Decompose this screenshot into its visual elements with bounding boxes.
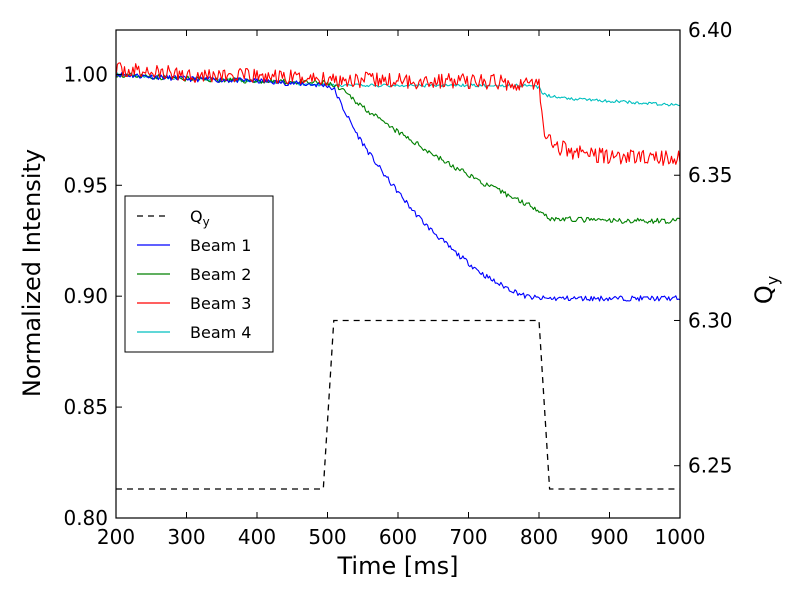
y2-axis-label-sub: y (763, 276, 782, 285)
y2-tick-label: 6.25 (688, 454, 733, 478)
x-tick-label: 700 (449, 525, 487, 549)
x-tick-label: 200 (97, 525, 135, 549)
series-beam-3-line (116, 62, 680, 166)
y2-axis-label: Qy (750, 276, 782, 304)
series-layer (116, 62, 680, 490)
y-tick-label: 0.80 (63, 506, 108, 530)
y-tick-label: 0.90 (63, 284, 108, 308)
series-beam-2-line (116, 72, 680, 224)
legend-label: Beam 2 (190, 265, 251, 284)
series-qy-line (116, 319, 680, 490)
y2-axis-label-main: Q (750, 285, 778, 304)
legend: Qy Beam 1 Beam 2 Beam 3 Beam 4 (124, 195, 274, 353)
series-beam-4-line (116, 72, 680, 107)
y2-tick-label: 6.30 (688, 308, 733, 332)
x-axis-label: Time [ms] (337, 552, 459, 580)
ticks-layer: 200 300 400 500 600 700 800 900 1000 0.80 0.85 0.90… (63, 18, 732, 549)
x-tick-label: 400 (238, 525, 276, 549)
y2-tick-label: 6.35 (688, 163, 733, 187)
y-tick-label: 0.95 (63, 173, 108, 197)
x-tick-label: 600 (379, 525, 417, 549)
y2-tick-label: 6.40 (688, 18, 733, 42)
legend-label: Beam 1 (190, 236, 251, 255)
x-tick-label: 800 (520, 525, 558, 549)
x-tick-label: 500 (308, 525, 346, 549)
y-tick-label: 1.00 (63, 62, 108, 86)
y-tick-label: 0.85 (63, 395, 108, 419)
x-tick-label: 900 (590, 525, 628, 549)
x-tick-label: 1000 (655, 525, 706, 549)
legend-label: Qy (190, 207, 210, 229)
legend-label: Beam 4 (190, 323, 251, 342)
y-axis-label: Normalized Intensity (18, 149, 46, 397)
x-tick-label: 300 (167, 525, 205, 549)
legend-label: Beam 3 (190, 294, 251, 313)
